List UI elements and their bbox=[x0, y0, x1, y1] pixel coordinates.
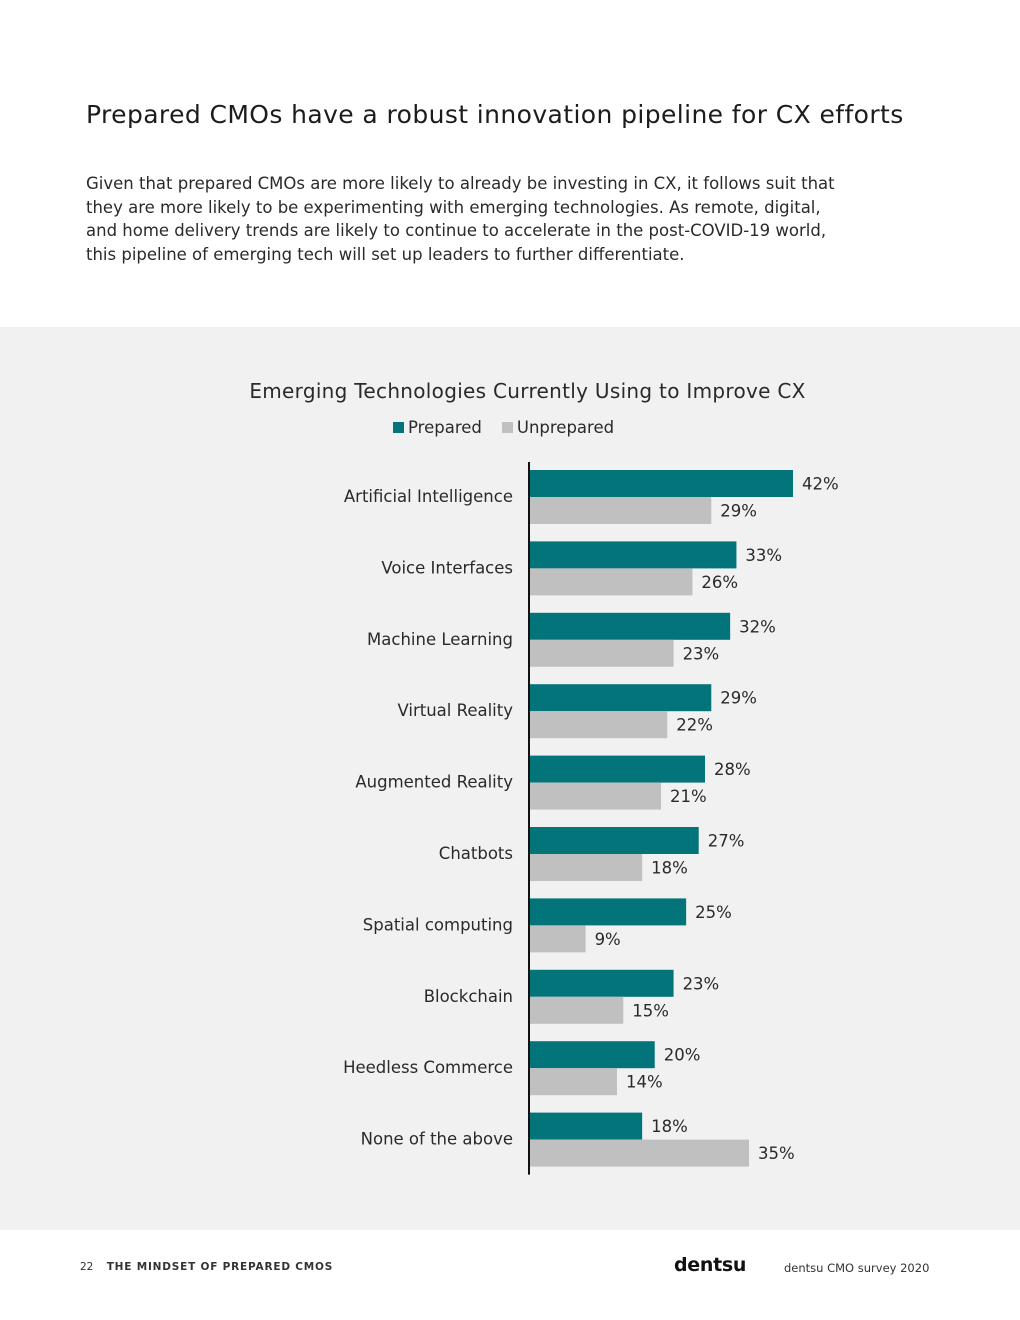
legend-label-prepared: Prepared bbox=[408, 418, 482, 437]
chart-legend: Prepared Unprepared bbox=[393, 418, 634, 437]
category-label-chatbots: Chatbots bbox=[439, 844, 513, 863]
intro-paragraph: Given that prepared CMOs are more likely… bbox=[86, 172, 926, 266]
bar-unprepared-augmented-reality bbox=[529, 782, 661, 810]
data-label-prepared-heedless-commerce: 20% bbox=[664, 1046, 701, 1065]
data-label-prepared-virtual-reality: 29% bbox=[720, 689, 757, 708]
category-label-virtual-reality: Virtual Reality bbox=[397, 701, 513, 720]
data-label-unprepared-virtual-reality: 22% bbox=[676, 716, 713, 735]
category-label-spatial-computing: Spatial computing bbox=[363, 915, 513, 934]
bar-prepared-none-of-the-above bbox=[529, 1112, 643, 1140]
bar-prepared-artificial-intelligence bbox=[529, 470, 793, 497]
data-label-unprepared-blockchain: 15% bbox=[632, 1001, 669, 1020]
page-title: Prepared CMOs have a robust innovation p… bbox=[86, 100, 904, 129]
chart-title: Emerging Technologies Currently Using to… bbox=[249, 379, 806, 403]
chart-panel: Emerging Technologies Currently Using to… bbox=[0, 327, 1020, 1230]
data-label-unprepared-augmented-reality: 21% bbox=[670, 787, 707, 806]
category-label-none-of-the-above: None of the above bbox=[361, 1130, 513, 1149]
bar-prepared-heedless-commerce bbox=[529, 1041, 655, 1069]
footer-left: 22 THE MINDSET OF PREPARED CMOS bbox=[80, 1261, 333, 1273]
legend-item-unprepared: Unprepared bbox=[501, 418, 615, 437]
category-label-augmented-reality: Augmented Reality bbox=[355, 773, 513, 792]
data-label-prepared-artificial-intelligence: 42% bbox=[802, 475, 839, 494]
bar-chart: Artificial Intelligence 42% 29% Voice Inter… bbox=[343, 462, 839, 1175]
data-label-prepared-machine-learning: 32% bbox=[739, 617, 776, 636]
bar-prepared-augmented-reality bbox=[529, 755, 705, 783]
page-number: 22 bbox=[80, 1261, 94, 1273]
data-label-prepared-spatial-computing: 25% bbox=[695, 903, 732, 922]
legend-swatch-prepared bbox=[393, 422, 404, 433]
bar-unprepared-heedless-commerce bbox=[529, 1068, 617, 1096]
bar-unprepared-voice-interfaces bbox=[529, 568, 693, 596]
category-label-artificial-intelligence: Artificial Intelligence bbox=[344, 487, 513, 506]
bar-prepared-spatial-computing bbox=[529, 898, 687, 926]
data-label-prepared-augmented-reality: 28% bbox=[714, 760, 751, 779]
bar-unprepared-blockchain bbox=[529, 996, 624, 1024]
legend-item-prepared: Prepared bbox=[393, 418, 482, 437]
data-label-prepared-chatbots: 27% bbox=[708, 832, 745, 851]
category-label-blockchain: Blockchain bbox=[424, 987, 513, 1006]
data-label-prepared-none-of-the-above: 18% bbox=[651, 1117, 688, 1136]
dentsu-logo: dentsu bbox=[674, 1254, 747, 1276]
data-label-unprepared-spatial-computing: 9% bbox=[595, 930, 621, 949]
data-label-unprepared-heedless-commerce: 14% bbox=[626, 1073, 663, 1092]
intro-line: Given that prepared CMOs are more likely… bbox=[86, 174, 835, 193]
document-title: THE MINDSET OF PREPARED CMOS bbox=[106, 1261, 334, 1273]
bar-prepared-machine-learning bbox=[529, 612, 731, 640]
category-label-voice-interfaces: Voice Interfaces bbox=[381, 558, 513, 577]
survey-label: dentsu CMO survey 2020 bbox=[784, 1261, 930, 1275]
data-label-unprepared-none-of-the-above: 35% bbox=[758, 1144, 795, 1163]
intro-line: and home delivery trends are likely to c… bbox=[86, 221, 827, 240]
bar-unprepared-virtual-reality bbox=[529, 711, 668, 739]
data-label-unprepared-machine-learning: 23% bbox=[683, 644, 720, 663]
data-label-prepared-voice-interfaces: 33% bbox=[745, 546, 782, 565]
bar-unprepared-machine-learning bbox=[529, 639, 674, 667]
data-label-prepared-blockchain: 23% bbox=[683, 974, 720, 993]
category-label-heedless-commerce: Heedless Commerce bbox=[343, 1058, 513, 1077]
data-label-unprepared-chatbots: 18% bbox=[651, 859, 688, 878]
bar-unprepared-artificial-intelligence bbox=[529, 497, 712, 524]
bar-prepared-chatbots bbox=[529, 827, 699, 854]
data-label-unprepared-artificial-intelligence: 29% bbox=[720, 502, 757, 521]
legend-swatch-unprepared bbox=[501, 422, 513, 433]
bar-prepared-blockchain bbox=[529, 969, 674, 997]
bar-unprepared-none-of-the-above bbox=[529, 1139, 749, 1167]
bar-prepared-virtual-reality bbox=[529, 684, 712, 712]
category-label-machine-learning: Machine Learning bbox=[367, 630, 513, 649]
data-label-unprepared-voice-interfaces: 26% bbox=[701, 573, 738, 592]
intro-line: they are more likely to be experimenting… bbox=[86, 197, 821, 217]
bar-prepared-voice-interfaces bbox=[529, 541, 737, 569]
intro-line: this pipeline of emerging tech will set … bbox=[86, 244, 685, 264]
bar-unprepared-chatbots bbox=[529, 854, 643, 881]
legend-label-unprepared: Unprepared bbox=[516, 418, 615, 437]
bar-unprepared-spatial-computing bbox=[529, 925, 586, 953]
